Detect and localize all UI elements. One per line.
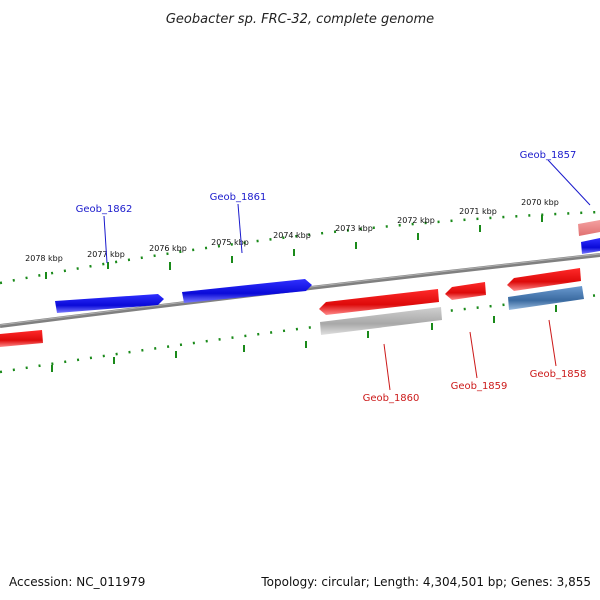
gene-left-partial[interactable] [0,330,43,347]
genome-summary-text: Topology: circular; Length: 4,304,501 bp… [260,575,591,589]
gene-geob-1857[interactable] [581,238,600,254]
reverse-strand-genes [0,220,600,347]
top-gene-labels: Geob_1862 Geob_1861 Geob_1857 [76,150,591,264]
outer-ruler-dots [0,210,600,285]
forward-strand-genes [55,238,600,313]
tick-label: 2078 kbp [25,254,63,263]
tick-label: 2070 kbp [521,198,559,207]
gene-geob-1859[interactable] [445,282,486,300]
gene-label-geob-1862[interactable]: Geob_1862 [76,204,133,215]
tick-label: 2072 kbp [397,216,435,225]
leader-line [237,203,243,254]
gene-label-geob-1858[interactable]: Geob_1858 [530,369,587,380]
gene-right-partial[interactable] [578,220,600,236]
gene-geob-1860-pseudo[interactable] [320,307,442,335]
gene-label-geob-1860[interactable]: Geob_1860 [363,393,420,404]
gene-geob-1858-rna[interactable] [508,286,584,310]
bottom-gene-labels: Geob_1860 Geob_1859 Geob_1858 [363,319,587,404]
genome-title: Geobacter sp. FRC-32, complete genome [166,12,434,27]
tick-label: 2075 kbp [211,238,249,247]
leader-line [383,343,391,391]
leader-line [547,159,591,206]
tick-label: 2074 kbp [273,231,311,240]
gene-geob-1862[interactable] [55,294,164,313]
leader-line [103,215,108,264]
gene-label-geob-1857[interactable]: Geob_1857 [520,150,577,161]
tick-label: 2071 kbp [459,207,497,216]
gene-geob-1860[interactable] [319,289,439,315]
leader-line [469,331,478,379]
gene-geob-1861[interactable] [182,279,312,303]
tick-label: 2073 kbp [335,224,373,233]
tick-label: 2076 kbp [149,244,187,253]
leader-line [548,319,557,367]
accession-text: Accession: NC_011979 [9,575,145,589]
gene-label-geob-1861[interactable]: Geob_1861 [210,192,267,203]
gene-label-geob-1859[interactable]: Geob_1859 [451,381,508,392]
gene-geob-1858[interactable] [507,268,581,291]
